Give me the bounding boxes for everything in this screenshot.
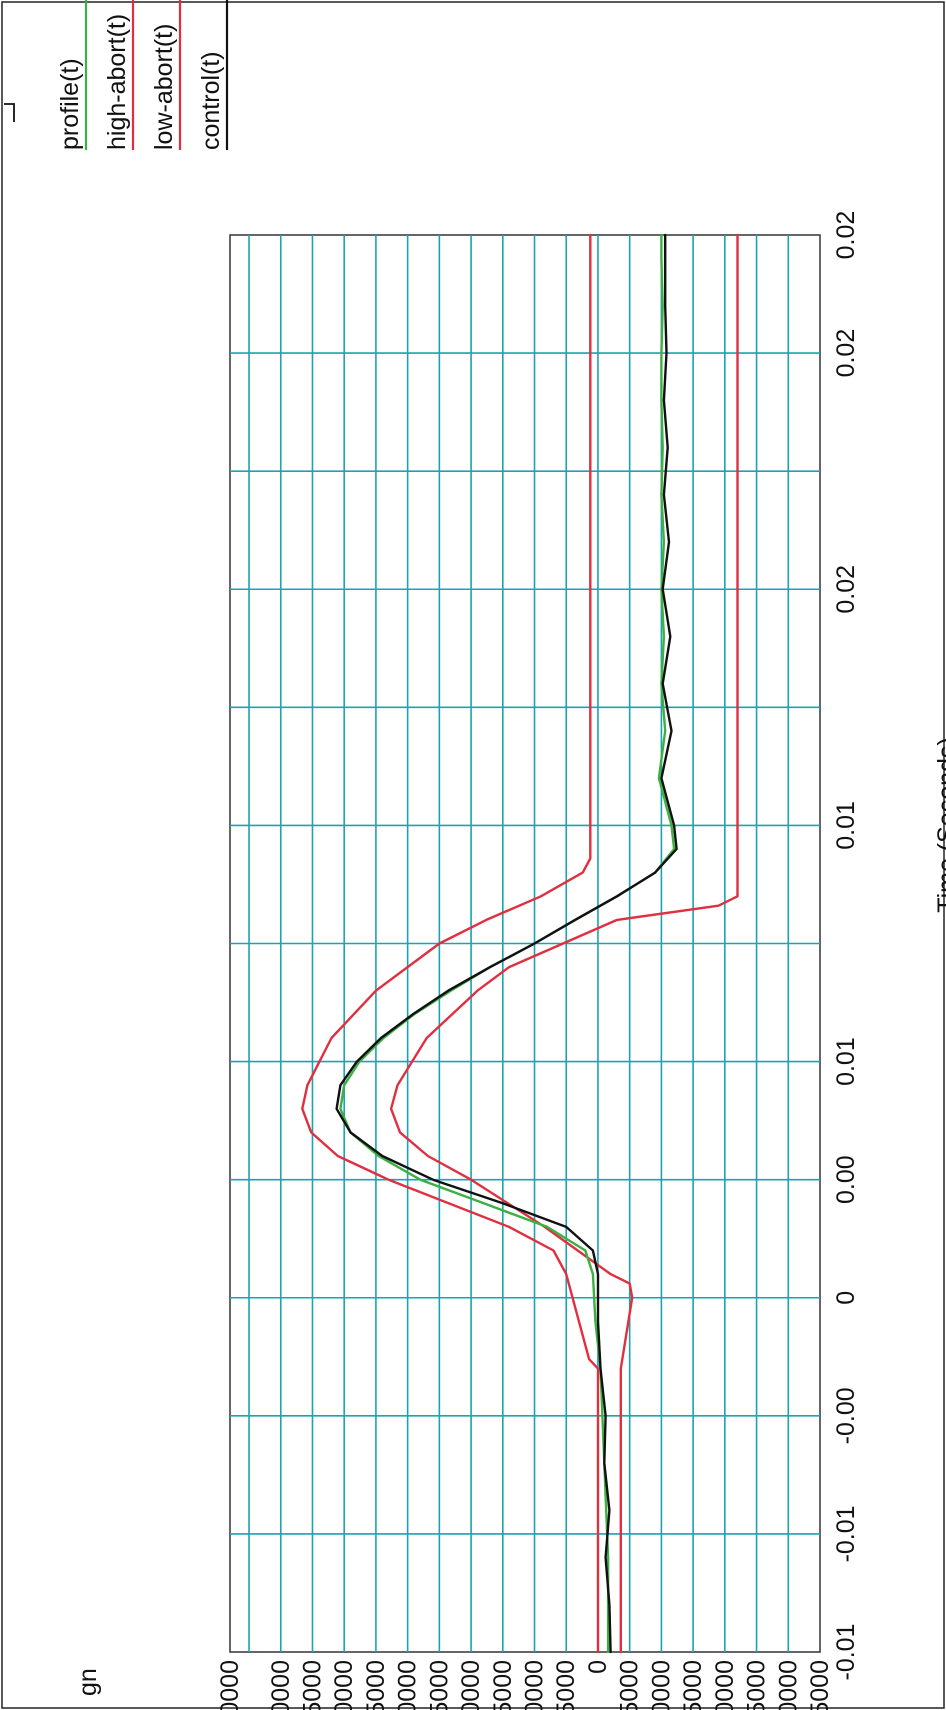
legend-label: control(t): [197, 51, 225, 150]
legend-label: low-abort(t): [150, 24, 178, 150]
y-tick-label: -2.5000: [616, 1660, 644, 1710]
x-axis-title: Time (Seconds): [933, 737, 946, 913]
y-tick-label: 12.5000: [425, 1660, 453, 1710]
x-tick-label: 0.01: [832, 1037, 860, 1086]
series-lines: [301, 233, 739, 1654]
series-line-low-abortt: [389, 233, 739, 1654]
x-tick-label: -0.01: [832, 1624, 860, 1681]
series-line-controlt: [335, 233, 678, 1654]
y-tick-label: -15.0000: [774, 1660, 802, 1710]
x-axis-ticks: -0.01 -0.01 -0.00 0 0.00 0.01 0.01 0.02 0.02 0.02: [832, 211, 860, 1681]
y-axis-ticks: 29.0000 25.0000 22.5000 20.0000 17.5000 15.00…: [216, 1660, 834, 1710]
y-tick-label: 10.0000: [457, 1660, 485, 1710]
y-axis-title: gn: [74, 1668, 102, 1696]
x-tick-label: 0.00: [832, 1155, 860, 1204]
legend-label: profile(t): [56, 58, 84, 150]
paper-edge-mark: [4, 103, 15, 122]
y-tick-label: 7.5000: [489, 1660, 517, 1710]
x-tick-label: -0.00: [832, 1387, 860, 1444]
legend: profile(t) high-abort(t) low-abort(t) contr…: [56, 0, 229, 150]
rotated-chart-group: 29.0000 25.0000 22.5000 20.0000 17.5000 15.00…: [56, 0, 946, 1710]
y-tick-label: 29.0000: [216, 1660, 244, 1710]
y-tick-label: 17.5000: [362, 1660, 390, 1710]
y-tick-label: 20.0000: [330, 1660, 358, 1710]
x-tick-label: 0.02: [832, 329, 860, 378]
x-tick-label: 0.01: [832, 801, 860, 850]
x-tick-label: 0.02: [832, 211, 860, 260]
y-tick-label: -17.5000: [806, 1660, 834, 1710]
gridlines: [229, 234, 821, 1653]
y-tick-label: 15.0000: [394, 1660, 422, 1710]
x-tick-label: 0.02: [832, 565, 860, 614]
y-tick-label: 0: [584, 1660, 612, 1674]
y-tick-label: -5.0000: [647, 1660, 675, 1710]
y-tick-label: 25.0000: [267, 1660, 295, 1710]
y-tick-label: -12.5000: [743, 1660, 771, 1710]
y-tick-label: 22.5000: [298, 1660, 326, 1710]
y-tick-label: -7.5000: [679, 1660, 707, 1710]
y-tick-label: 2.5000: [552, 1660, 580, 1710]
y-tick-label: 5.0000: [521, 1660, 549, 1710]
legend-label: high-abort(t): [103, 14, 131, 150]
y-tick-label: -10.0000: [711, 1660, 739, 1710]
series-line-high-abortt: [301, 233, 600, 1654]
x-tick-label: -0.01: [832, 1505, 860, 1562]
x-tick-label: 0: [832, 1291, 860, 1305]
